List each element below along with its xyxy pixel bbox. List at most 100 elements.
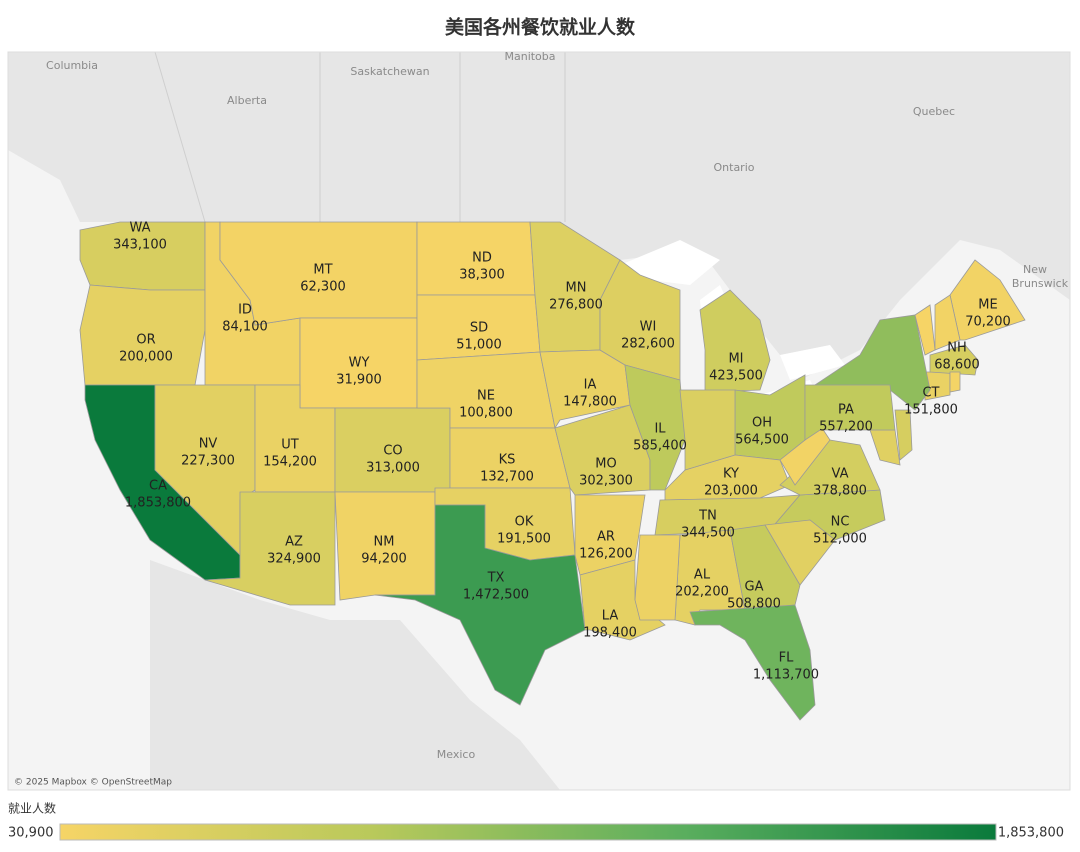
basemap-label: Mexico	[437, 748, 476, 761]
state-value: 227,300	[181, 454, 235, 469]
states	[79, 221, 1026, 721]
state-value: 343,100	[113, 238, 167, 253]
state	[729, 524, 801, 611]
state-value: 202,200	[675, 585, 729, 600]
state-name: OH	[752, 416, 772, 431]
state-value: 38,300	[459, 268, 505, 283]
state-value: 564,500	[735, 433, 789, 448]
state-name: SD	[470, 321, 488, 336]
state-value: 512,000	[813, 532, 867, 547]
basemap-label: Saskatchewan	[350, 65, 429, 78]
state-value: 585,400	[633, 439, 687, 454]
state	[764, 519, 836, 586]
state-name: MN	[566, 281, 587, 296]
state-name: ND	[472, 251, 492, 266]
state-name: VA	[832, 467, 849, 482]
basemap-label: Manitoba	[504, 50, 555, 63]
state-name: MO	[595, 457, 616, 472]
state-name: IA	[584, 378, 597, 393]
state-value: 1,472,500	[463, 588, 529, 603]
basemap-label: Columbia	[46, 59, 98, 72]
legend-bar	[59, 823, 997, 841]
state-value: 126,200	[579, 547, 633, 562]
state-name: CA	[149, 479, 167, 494]
state-value: 324,900	[267, 552, 321, 567]
state-value: 70,200	[965, 315, 1011, 330]
state-value: 1,853,800	[125, 496, 191, 511]
state-name: NV	[199, 437, 218, 452]
title: 美国各州餐饮就业人数	[445, 16, 636, 39]
state-value: 31,900	[336, 373, 382, 388]
state-value: 1,113,700	[753, 668, 819, 683]
basemap-label: New	[1023, 263, 1047, 276]
legend-max: 1,853,800	[998, 826, 1064, 841]
state-name: ID	[238, 303, 252, 318]
labels: WA 343,100 OR 200,000 CA 1,853,800 ID 84,100 NV 2…	[113, 221, 1011, 683]
state-name: WI	[640, 320, 657, 335]
state-value: 344,500	[681, 526, 735, 541]
state-name: WY	[349, 356, 370, 371]
state-name: UT	[281, 438, 299, 453]
state	[204, 491, 336, 606]
state-value: 100,800	[459, 406, 513, 421]
state-name: KS	[499, 453, 516, 468]
state-value: 423,500	[709, 369, 763, 384]
state-name: NM	[374, 535, 395, 550]
state-value: 62,300	[300, 280, 346, 295]
state-name: CO	[383, 444, 402, 459]
state-value: 378,800	[813, 484, 867, 499]
legend-title: 就业人数	[8, 801, 56, 816]
state-name: NC	[831, 515, 850, 530]
state-value: 282,600	[621, 337, 675, 352]
state-value: 557,200	[819, 420, 873, 435]
state	[599, 259, 681, 381]
state	[634, 534, 681, 621]
state	[804, 384, 896, 441]
state-name: IL	[654, 422, 666, 437]
state-name: AR	[597, 530, 615, 545]
state-value: 147,800	[563, 395, 617, 410]
state-name: NH	[947, 341, 967, 356]
state-name: PA	[838, 403, 854, 418]
state-value: 313,000	[366, 461, 420, 476]
state-value: 191,500	[497, 532, 551, 547]
state-name: OK	[515, 515, 534, 530]
state-value: 68,600	[934, 358, 980, 373]
state	[934, 294, 961, 351]
map-frame	[7, 51, 1071, 791]
state-value: 508,800	[727, 597, 781, 612]
state-value: 154,200	[263, 455, 317, 470]
state-name: MI	[728, 352, 743, 367]
state	[664, 454, 791, 501]
state-value: 276,800	[549, 298, 603, 313]
state-name: AL	[694, 568, 711, 583]
state-name: KY	[723, 467, 739, 482]
state-name: TX	[487, 571, 505, 586]
state	[689, 604, 816, 721]
state-value: 203,000	[704, 484, 758, 499]
state-name: AZ	[285, 535, 303, 550]
state-name: GA	[745, 580, 764, 595]
state-name: TN	[698, 509, 717, 524]
state-name: FL	[779, 651, 794, 666]
state	[679, 389, 736, 471]
state-value: 151,800	[904, 403, 958, 418]
state	[374, 504, 586, 706]
legend-min: 30,900	[8, 826, 54, 841]
state	[699, 289, 771, 393]
state-value: 132,700	[480, 470, 534, 485]
state-value: 84,100	[222, 320, 268, 335]
state	[914, 304, 936, 356]
basemap-label: Brunswick	[1012, 277, 1069, 290]
state-name: OR	[136, 333, 155, 348]
state-name: LA	[602, 609, 619, 624]
state-name: WA	[129, 221, 150, 236]
basemap-label: Ontario	[714, 161, 755, 174]
state	[929, 344, 979, 376]
attribution: © 2025 Mapbox © OpenStreetMap	[14, 778, 172, 788]
state	[949, 371, 961, 393]
state-value: 302,300	[579, 474, 633, 489]
state-name: CT	[922, 386, 939, 401]
state	[79, 284, 206, 386]
